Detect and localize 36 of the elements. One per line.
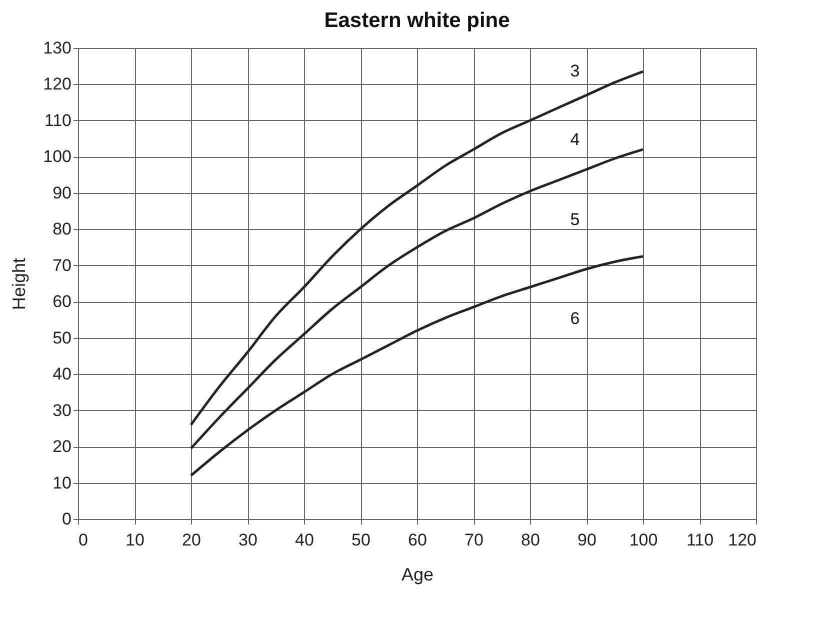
x-tick-label: 90 xyxy=(578,530,596,550)
annotation: 5 xyxy=(570,210,580,229)
y-tick-label: 60 xyxy=(52,292,72,312)
x-tick-label: 80 xyxy=(521,530,540,550)
y-tick-label: 50 xyxy=(52,328,72,348)
annotation: 4 xyxy=(570,130,580,149)
y-tick-label: 100 xyxy=(43,147,72,166)
y-tick-label: 130 xyxy=(43,38,72,58)
y-axis-title: Height xyxy=(9,258,30,310)
x-tick-label: 60 xyxy=(408,530,427,550)
y-tick-label: 0 xyxy=(62,510,72,528)
y-tick-label: 10 xyxy=(52,473,72,492)
x-tick-label: 20 xyxy=(182,530,201,550)
x-tick-label: 10 xyxy=(126,530,144,550)
y-tick-label: 30 xyxy=(52,400,72,420)
x-tick-label: 120 xyxy=(728,530,756,550)
x-tick-label: 100 xyxy=(629,530,658,550)
y-tick-label: 70 xyxy=(52,256,72,275)
line-series xyxy=(190,148,644,450)
y-tick-label: 120 xyxy=(43,74,72,94)
x-tick-label: 30 xyxy=(238,530,258,550)
chart-title: Eastern white pine xyxy=(324,9,510,32)
annotation: 3 xyxy=(570,62,580,81)
x-axis-title: Age xyxy=(401,564,434,584)
y-tick-label: 80 xyxy=(52,220,72,239)
line-series xyxy=(190,255,644,477)
x-tick-label: 50 xyxy=(352,530,370,550)
y-tick-label: 40 xyxy=(52,364,72,384)
x-tick-label: 110 xyxy=(686,530,714,550)
annotation: 6 xyxy=(570,308,580,328)
x-tick-label: 0 xyxy=(78,530,88,550)
x-tick-label: 70 xyxy=(464,530,484,550)
y-tick-label: 90 xyxy=(52,183,72,202)
y-tick-label: 110 xyxy=(44,110,72,130)
x-tick-label: 40 xyxy=(295,530,314,550)
y-tick-label: 20 xyxy=(52,437,72,456)
